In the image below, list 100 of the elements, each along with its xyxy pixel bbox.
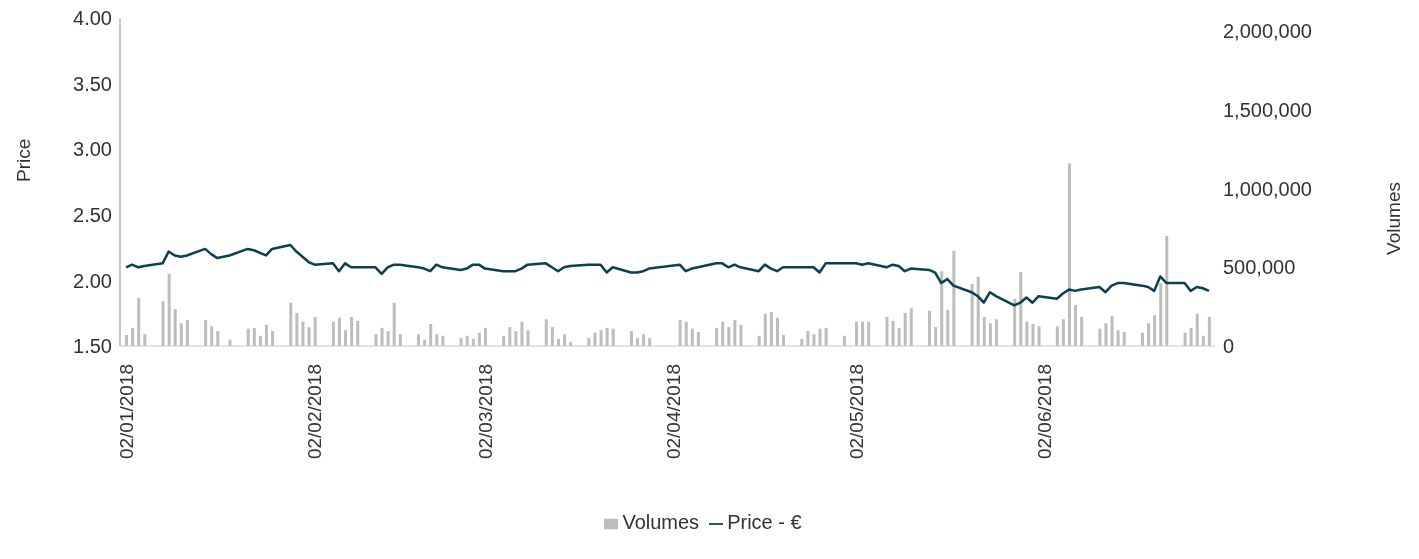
bar (520, 321, 524, 346)
y-tick-label: 3.00 (73, 138, 112, 161)
bar (1098, 328, 1102, 346)
y-axis-title: Price (12, 138, 34, 182)
bar (429, 323, 433, 346)
bar (301, 321, 305, 346)
bar (994, 319, 998, 346)
bar (611, 328, 615, 346)
y2-tick-label: 1,500,000 (1223, 99, 1312, 122)
bar (380, 327, 384, 346)
bar (477, 332, 481, 346)
bar (374, 334, 378, 346)
bar (289, 302, 293, 346)
bar (928, 310, 932, 346)
bar (824, 327, 828, 346)
bar (125, 334, 129, 346)
bar (435, 334, 439, 346)
bar (855, 321, 859, 346)
bar (508, 327, 512, 346)
bar (350, 316, 354, 346)
bar (1074, 305, 1078, 346)
legend-label: Volumes (622, 511, 700, 533)
bar (1067, 163, 1071, 346)
y-tick-label: 4.00 (73, 7, 112, 30)
bar (161, 301, 165, 346)
bar (1025, 321, 1029, 346)
bar (806, 331, 810, 346)
bar (344, 330, 348, 346)
x-tick-label: 02/04/2018 (663, 364, 685, 460)
y-tick-label: 3.50 (73, 72, 112, 95)
bar (818, 328, 822, 346)
y2-axis-title: Volumes (1382, 182, 1404, 255)
line-series (124, 243, 1211, 307)
y2-tick-label: 500,000 (1223, 256, 1296, 279)
legend-label: Price - € (727, 511, 802, 533)
y-tick-label: 1.50 (73, 335, 112, 358)
bar (678, 320, 682, 346)
bar (398, 334, 402, 346)
bar (271, 331, 275, 346)
bar (1037, 326, 1041, 346)
bar (1195, 313, 1199, 346)
bar (739, 324, 743, 346)
bar (946, 309, 950, 346)
bar (252, 327, 256, 346)
bar (891, 320, 895, 346)
bar (867, 321, 871, 346)
bar (903, 312, 907, 346)
bar (1147, 323, 1151, 346)
bar (684, 321, 688, 346)
bar (417, 334, 421, 346)
bar (970, 283, 974, 346)
bar (337, 317, 341, 346)
bar (386, 331, 390, 346)
bar (483, 327, 487, 346)
bar (976, 276, 980, 346)
bar (131, 327, 135, 346)
bar (563, 334, 567, 346)
bar (204, 320, 208, 346)
bar (307, 327, 311, 346)
bar (550, 327, 554, 346)
bar (1165, 235, 1169, 346)
bar (1122, 331, 1126, 346)
bar (642, 334, 646, 346)
x-tick-label: 02/03/2018 (474, 364, 496, 460)
bar (1031, 323, 1035, 346)
bar (1055, 326, 1059, 346)
bar (1080, 316, 1084, 346)
bar (1189, 327, 1193, 346)
bar (897, 327, 901, 346)
bar (769, 312, 773, 346)
y2-tick-label: 1,000,000 (1223, 177, 1312, 200)
bar (1110, 316, 1114, 346)
bar (696, 331, 700, 346)
bar (763, 313, 767, 346)
bar (210, 326, 214, 346)
bar (721, 321, 725, 346)
x-tick-label: 02/06/2018 (1034, 364, 1056, 460)
bar (173, 309, 177, 346)
bar (934, 327, 938, 346)
bar (1019, 272, 1023, 346)
bar (179, 323, 183, 346)
bar (812, 334, 816, 346)
bar (727, 327, 731, 346)
bar (940, 271, 944, 346)
y-tick-label: 2.50 (73, 203, 112, 226)
bar (526, 330, 530, 346)
bar (982, 316, 986, 346)
bar (167, 273, 171, 346)
bar (1061, 319, 1065, 346)
bar (952, 250, 956, 346)
bar (313, 316, 317, 346)
y2-tick-label: 2,000,000 (1223, 20, 1312, 43)
bar (988, 323, 992, 346)
bar (861, 321, 865, 346)
x-tick-label: 02/02/2018 (304, 364, 326, 460)
bar (514, 331, 518, 346)
bar (392, 302, 396, 346)
y-tick-label: 2.00 (73, 269, 112, 292)
bar (1104, 323, 1108, 346)
bar (599, 330, 603, 346)
